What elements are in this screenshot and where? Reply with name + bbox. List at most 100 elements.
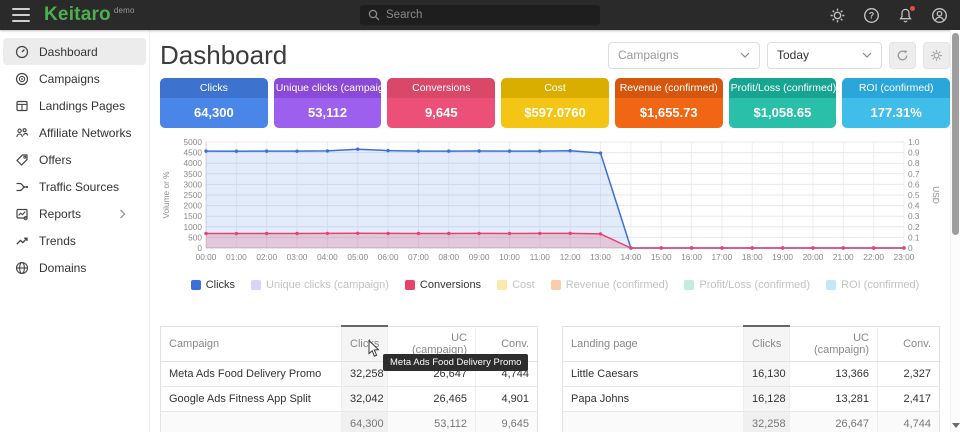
- svg-text:11:00: 11:00: [530, 252, 551, 262]
- legend-item-roi-confirmed-[interactable]: ROI (confirmed): [826, 279, 919, 291]
- column-header-conv[interactable]: Conv.: [878, 326, 940, 361]
- column-header-campaign[interactable]: Campaign: [161, 326, 342, 361]
- campaign-name-cell[interactable]: Meta Ads Food Delivery Promo: [161, 361, 342, 386]
- metric-label: Cost: [501, 78, 609, 98]
- sidebar-item-dashboard[interactable]: Dashboard: [3, 38, 146, 65]
- svg-text:Volume or %: Volume or %: [161, 171, 171, 219]
- sidebar-item-domains[interactable]: Domains: [3, 254, 146, 281]
- svg-text:0.9: 0.9: [908, 148, 920, 158]
- table-row: Little Caesars 16,130 13,366 2,327: [563, 361, 940, 386]
- chevron-right-icon: [119, 209, 126, 219]
- sidebar-item-affiliate-networks[interactable]: Affiliate Networks: [3, 119, 146, 146]
- search-icon: [368, 9, 380, 21]
- legend-item-conversions[interactable]: Conversions: [405, 279, 481, 291]
- svg-text:04:00: 04:00: [317, 252, 338, 262]
- dashboard-settings-button[interactable]: [923, 42, 950, 69]
- svg-text:08:00: 08:00: [438, 252, 459, 262]
- metric-value: 64,300: [160, 98, 268, 128]
- metric-card-conversions: Conversions 9,645: [387, 78, 495, 128]
- metric-label: Profit/Loss (confirmed): [729, 78, 837, 98]
- refresh-button[interactable]: [889, 42, 916, 69]
- svg-text:4500: 4500: [184, 148, 203, 158]
- campaign-name-cell[interactable]: Google Ads Fitness App Split: [161, 386, 342, 411]
- scrollbar-thumb[interactable]: [952, 33, 959, 235]
- campaigns-select-value: Campaigns: [618, 48, 679, 62]
- sidebar-item-reports[interactable]: Reports: [3, 200, 146, 227]
- conv-cell: 2,417: [878, 386, 940, 411]
- svg-text:03:00: 03:00: [287, 252, 308, 262]
- globe-icon: [15, 261, 29, 275]
- logo[interactable]: Keitaro demo: [44, 4, 135, 26]
- svg-text:0.2: 0.2: [908, 222, 920, 232]
- people-icon: [15, 126, 29, 140]
- page-icon: [15, 99, 29, 113]
- gear-icon[interactable]: [829, 7, 846, 24]
- svg-text:06:00: 06:00: [378, 252, 399, 262]
- sidebar-item-label: Trends: [39, 234, 136, 248]
- metric-card-clicks: Clicks 64,300: [160, 78, 268, 128]
- legend-item-cost[interactable]: Cost: [497, 279, 535, 291]
- svg-text:23:00: 23:00: [894, 252, 915, 262]
- refresh-icon: [896, 49, 909, 62]
- column-header-uc-campaign[interactable]: UC (campaign): [790, 326, 878, 361]
- svg-text:18:00: 18:00: [742, 252, 763, 262]
- sidebar-item-campaigns[interactable]: Campaigns: [3, 65, 146, 92]
- svg-text:02:00: 02:00: [256, 252, 277, 262]
- uc-cell: 26,465: [388, 386, 476, 411]
- svg-text:10:00: 10:00: [499, 252, 520, 262]
- column-header-clicks[interactable]: Clicks: [744, 326, 790, 361]
- landing-name-cell[interactable]: Little Caesars: [563, 361, 744, 386]
- totals-label-cell: [161, 411, 342, 432]
- search-input[interactable]: [386, 9, 592, 21]
- metric-value: $1,655.73: [615, 98, 723, 128]
- legend-item-clicks[interactable]: Clicks: [191, 279, 235, 291]
- svg-text:0.3: 0.3: [908, 211, 920, 221]
- landing-pages-table: Landing page Clicks UC (campaign) Conv. …: [562, 325, 940, 432]
- topbar-icons: ?: [829, 7, 948, 24]
- metric-value: 53,112: [274, 98, 382, 128]
- svg-text:13:00: 13:00: [590, 252, 611, 262]
- row-tooltip: Meta Ads Food Delivery Promo: [383, 354, 528, 371]
- page-title: Dashboard: [160, 40, 287, 71]
- legend-swatch: [191, 280, 201, 290]
- sidebar-item-trends[interactable]: Trends: [3, 227, 146, 254]
- conv-cell: 2,327: [878, 361, 940, 386]
- metric-value: 9,645: [387, 98, 495, 128]
- bell-icon[interactable]: [897, 7, 914, 24]
- svg-text:0.6: 0.6: [908, 179, 920, 189]
- landing-name-cell[interactable]: Papa Johns: [563, 386, 744, 411]
- legend-item-profit-loss-confirmed-[interactable]: Profit/Loss (confirmed): [684, 279, 810, 291]
- column-header-landing-page[interactable]: Landing page: [563, 326, 744, 361]
- legend-item-revenue-confirmed-[interactable]: Revenue (confirmed): [551, 279, 669, 291]
- svg-text:19:00: 19:00: [772, 252, 793, 262]
- column-header-clicks[interactable]: Clicks: [342, 326, 388, 361]
- sidebar-item-offers[interactable]: Offers: [3, 146, 146, 173]
- metric-card-cost: Cost $597.0760: [501, 78, 609, 128]
- svg-text:16:00: 16:00: [681, 252, 702, 262]
- chevron-down-icon: [740, 52, 750, 58]
- scrollbar-down-arrow[interactable]: [952, 423, 960, 428]
- legend-label: Clicks: [206, 279, 235, 291]
- svg-text:?: ?: [869, 10, 875, 20]
- totals-row: 64,300 53,112 9,645: [161, 411, 538, 432]
- table-row: Google Ads Fitness App Split 32,042 26,4…: [161, 386, 538, 411]
- profile-icon[interactable]: [931, 7, 948, 24]
- notification-dot: [910, 6, 915, 11]
- svg-text:5000: 5000: [184, 137, 203, 147]
- keitaro-dashboard-page: Keitaro demo ?: [0, 0, 960, 432]
- sidebar-item-traffic-sources[interactable]: Traffic Sources: [3, 173, 146, 200]
- campaigns-select[interactable]: Campaigns: [608, 42, 760, 69]
- date-range-select[interactable]: Today: [767, 42, 882, 69]
- sidebar-item-label: Domains: [39, 261, 136, 275]
- settings-gear-icon: [930, 49, 943, 62]
- report-icon: [15, 207, 29, 221]
- svg-text:3000: 3000: [184, 179, 203, 189]
- sidebar-item-landings-pages[interactable]: Landings Pages: [3, 92, 146, 119]
- help-icon[interactable]: ?: [863, 7, 880, 24]
- menu-icon[interactable]: [12, 8, 30, 22]
- legend-item-unique-clicks-campaign-[interactable]: Unique clicks (campaign): [251, 279, 389, 291]
- totals-conv-cell: 9,645: [476, 411, 538, 432]
- uc-cell: 13,281: [790, 386, 878, 411]
- svg-text:07:00: 07:00: [408, 252, 429, 262]
- clicks-cell: 32,258: [342, 361, 388, 386]
